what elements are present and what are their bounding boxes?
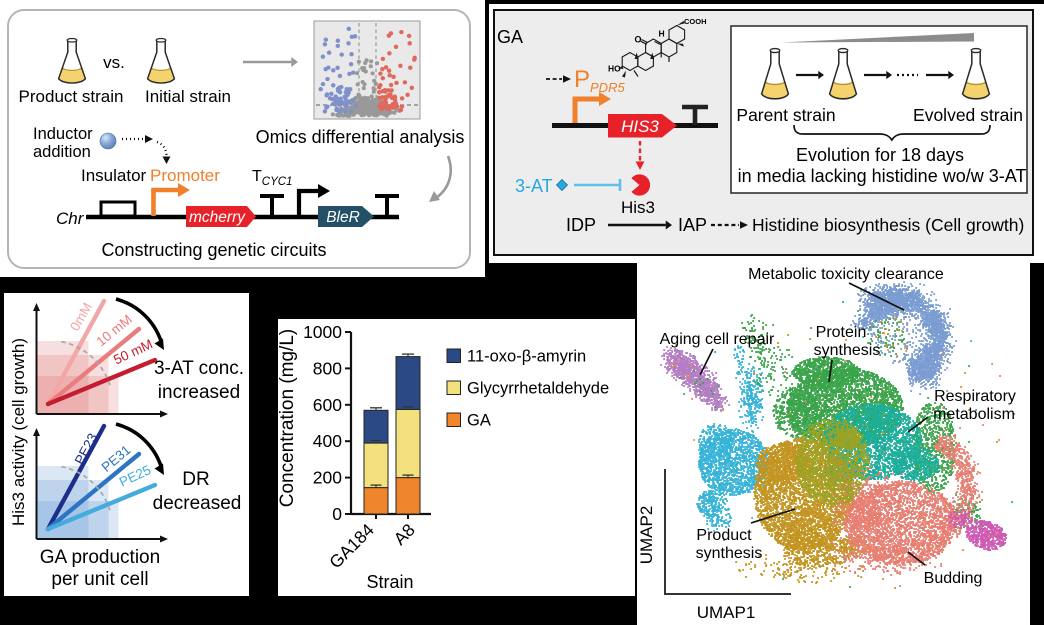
- svg-text:Aging cell repair: Aging cell repair: [660, 331, 775, 348]
- svg-text:Omics differential analysis: Omics differential analysis: [256, 127, 465, 147]
- svg-text:His3 activity (cell growth): His3 activity (cell growth): [9, 338, 28, 526]
- svg-text:Evolution for 18 days: Evolution for 18 days: [796, 145, 964, 165]
- svg-text:HO: HO: [608, 64, 621, 74]
- svg-text:GA: GA: [467, 412, 491, 430]
- svg-text:Histidine biosynthesis (Cell g: Histidine biosynthesis (Cell growth): [752, 215, 1024, 235]
- svg-text:BleR: BleR: [326, 209, 360, 226]
- svg-text:1000: 1000: [303, 322, 342, 342]
- svg-text:mcherry: mcherry: [189, 209, 246, 226]
- svg-text:11-oxo-β-amyrin: 11-oxo-β-amyrin: [467, 348, 586, 366]
- svg-text:Inductor: Inductor: [33, 125, 93, 143]
- svg-text:GA production: GA production: [40, 547, 160, 568]
- svg-text:IAP: IAP: [678, 215, 707, 235]
- svg-text:UMAP2: UMAP2: [637, 506, 656, 565]
- svg-text:in media lacking histidine wo/: in media lacking histidine wo/w 3-AT: [738, 166, 1027, 186]
- svg-text:per unit cell: per unit cell: [51, 569, 148, 590]
- svg-text:0: 0: [332, 504, 342, 524]
- svg-text:Initial strain: Initial strain: [145, 87, 231, 106]
- svg-text:3-AT: 3-AT: [515, 176, 553, 196]
- svg-text:metabolism: metabolism: [933, 406, 1015, 423]
- svg-text:vs.: vs.: [103, 53, 125, 72]
- svg-text:IDP: IDP: [566, 215, 596, 235]
- svg-text:synthesis: synthesis: [814, 342, 881, 359]
- svg-text:Insulator: Insulator: [81, 166, 147, 185]
- svg-text:GA: GA: [497, 27, 523, 47]
- svg-text:200: 200: [313, 468, 342, 488]
- svg-text:UMAP1: UMAP1: [697, 603, 756, 622]
- svg-text:3-AT conc.: 3-AT conc.: [154, 358, 244, 379]
- svg-text:O: O: [635, 35, 642, 45]
- svg-text:Product strain: Product strain: [19, 87, 124, 106]
- svg-text:Promoter: Promoter: [150, 166, 220, 185]
- svg-text:Parent strain: Parent strain: [736, 105, 835, 125]
- svg-text:Metabolic toxicity clearance: Metabolic toxicity clearance: [748, 266, 944, 283]
- svg-text:decreased: decreased: [153, 493, 242, 514]
- svg-text:800: 800: [313, 358, 342, 378]
- svg-text:400: 400: [313, 431, 342, 451]
- svg-text:His3: His3: [621, 198, 655, 217]
- svg-text:Budding: Budding: [924, 570, 983, 587]
- svg-text:Glycyrrhetaldehyde: Glycyrrhetaldehyde: [467, 380, 609, 398]
- svg-text:Concentration (mg/L): Concentration (mg/L): [277, 329, 298, 507]
- svg-text:addition: addition: [33, 143, 91, 161]
- svg-text:H: H: [659, 29, 665, 39]
- svg-text:HIS3: HIS3: [621, 117, 659, 136]
- svg-text:Product: Product: [696, 527, 752, 544]
- svg-text:600: 600: [313, 395, 342, 415]
- svg-text:increased: increased: [158, 382, 240, 403]
- svg-text:Respiratory: Respiratory: [934, 388, 1016, 405]
- svg-text:Chr: Chr: [56, 209, 85, 228]
- svg-text:synthesis: synthesis: [696, 545, 763, 562]
- svg-text:COOH: COOH: [684, 17, 707, 26]
- svg-text:Constructing genetic circuits: Constructing genetic circuits: [101, 240, 326, 260]
- svg-text:Evolved strain: Evolved strain: [913, 105, 1023, 125]
- svg-text:Strain: Strain: [366, 572, 413, 592]
- svg-text:DR: DR: [182, 469, 209, 490]
- svg-text:Protein: Protein: [816, 324, 867, 341]
